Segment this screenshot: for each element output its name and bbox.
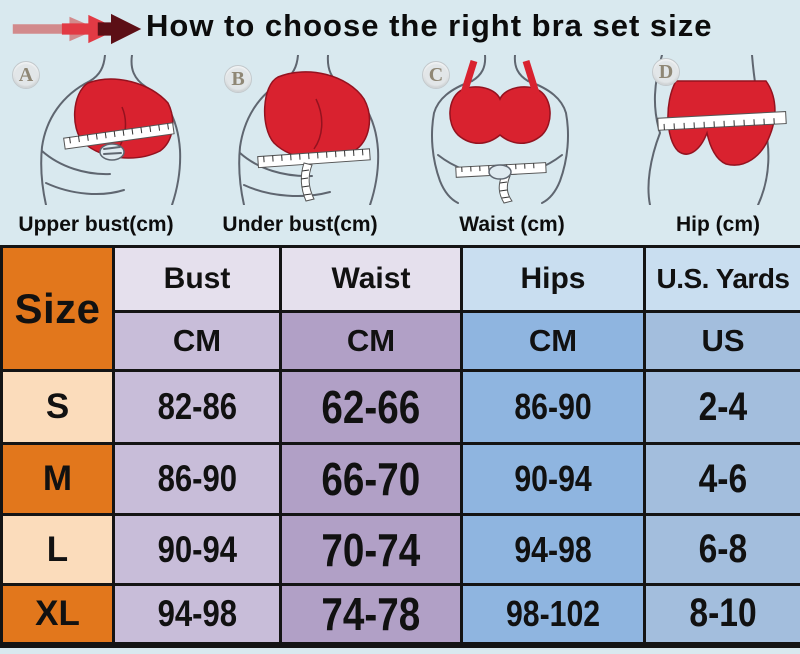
table-row-xl: XL 94-98 74-78 98-102 8-10 xyxy=(0,583,800,646)
measurement-labels: Upper bust(cm) Under bust(cm) Waist (cm)… xyxy=(0,205,800,245)
row-l-waist: 70-74 xyxy=(279,513,463,586)
hips-group-header: Hips xyxy=(460,245,646,313)
upper-bust-illustration xyxy=(40,55,182,205)
us-unit-header: US xyxy=(643,310,800,372)
figure-hip xyxy=(600,55,800,205)
row-l-us-yards: 6-8 xyxy=(643,513,800,586)
step-badge-a: A xyxy=(12,61,40,89)
figure-upper-bust xyxy=(0,55,200,205)
row-s-size: S xyxy=(0,369,115,445)
label-upper-bust: Upper bust(cm) xyxy=(18,213,174,236)
row-xl-bust: 94-98 xyxy=(112,583,282,646)
row-m-size: M xyxy=(0,442,115,516)
step-badge-d: D xyxy=(652,58,680,86)
row-xl-size: XL xyxy=(0,583,115,646)
row-xl-hips: 98-102 xyxy=(460,583,646,646)
bust-unit-header: CM xyxy=(112,310,282,372)
row-m-waist: 66-70 xyxy=(279,442,463,516)
under-bust-illustration xyxy=(238,55,380,205)
row-m-us-yards: 4-6 xyxy=(643,442,800,516)
header: How to choose the right bra set size xyxy=(0,0,800,55)
row-l-bust: 90-94 xyxy=(112,513,282,586)
page-title: How to choose the right bra set size xyxy=(146,8,713,43)
row-xl-waist: 74-78 xyxy=(279,583,463,646)
waist-illustration xyxy=(431,55,569,204)
waist-unit-header: CM xyxy=(279,310,463,372)
hips-unit-header: CM xyxy=(460,310,646,372)
figure-under-bust xyxy=(200,55,400,205)
row-xl-us-yards: 8-10 xyxy=(643,583,800,646)
table-row-s: S 82-86 62-66 86-90 2-4 xyxy=(0,369,800,445)
row-s-bust: 82-86 xyxy=(112,369,282,445)
triple-arrow-icon xyxy=(12,13,142,45)
size-column-header: Size xyxy=(0,245,115,372)
figure-waist xyxy=(400,55,600,205)
table-row-m: M 86-90 66-70 90-94 4-6 xyxy=(0,442,800,516)
row-m-bust: 86-90 xyxy=(112,442,282,516)
bust-group-header: Bust xyxy=(112,245,282,313)
measurement-figures xyxy=(0,55,800,205)
row-l-size: L xyxy=(0,513,115,586)
step-badge-b: B xyxy=(224,65,252,93)
row-m-hips: 90-94 xyxy=(460,442,646,516)
table-row-l: L 90-94 70-74 94-98 6-8 xyxy=(0,513,800,586)
waist-group-header: Waist xyxy=(279,245,463,313)
row-s-waist: 62-66 xyxy=(279,369,463,445)
row-s-us-yards: 2-4 xyxy=(643,369,800,445)
row-s-hips: 86-90 xyxy=(460,369,646,445)
us-yards-group-header: U.S. Yards xyxy=(643,245,800,313)
step-badge-c: C xyxy=(422,61,450,89)
label-hip: Hip (cm) xyxy=(676,213,760,236)
label-under-bust: Under bust(cm) xyxy=(222,213,378,236)
label-waist: Waist (cm) xyxy=(459,213,565,236)
size-chart-table: Size Bust Waist Hips U.S. Yards CM CM CM… xyxy=(0,245,800,648)
hip-illustration xyxy=(647,55,787,205)
row-l-hips: 94-98 xyxy=(460,513,646,586)
